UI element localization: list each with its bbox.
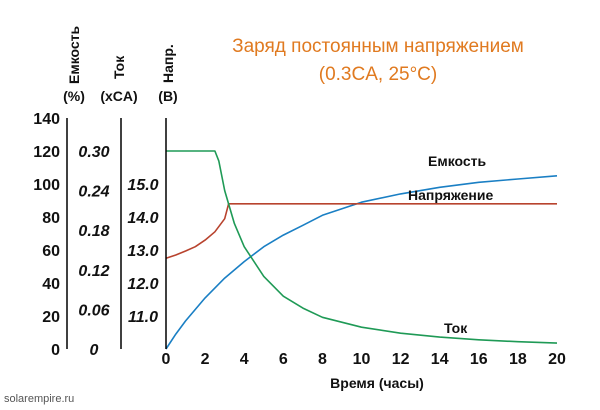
label-capacity: Емкость: [428, 153, 487, 169]
axis-capacity-name: Емкость: [66, 25, 82, 84]
current-tick-label: 0.18: [78, 223, 109, 240]
x-tick-label: 0: [162, 351, 171, 368]
x-tick-label: 10: [353, 351, 371, 368]
x-tick-label: 4: [240, 351, 249, 368]
x-tick-label: 14: [431, 351, 449, 368]
capacity-tick-label: 100: [33, 177, 60, 194]
current-line: [166, 150, 558, 344]
axis-voltage-unit: (В): [158, 88, 177, 104]
capacity-tick-label: 60: [42, 243, 60, 260]
source-credit: solarempire.ru: [4, 393, 74, 405]
chart-title: Заряд постоянным напряжением: [232, 36, 524, 57]
capacity-tick-label: 140: [33, 111, 60, 128]
voltage-tick-label: 11.0: [128, 309, 158, 326]
x-tick-label: 2: [201, 351, 210, 368]
current-ticks: 0 0.06 0.12 0.18 0.24 0.30: [78, 144, 109, 359]
axis-capacity-unit: (%): [63, 88, 85, 104]
voltage-line: [165, 203, 557, 260]
x-tick-label: 6: [279, 351, 288, 368]
x-tick-label: 16: [470, 351, 488, 368]
axis-voltage-name: Напр.: [160, 44, 176, 83]
x-tick-label: 18: [509, 351, 527, 368]
x-tick-label: 20: [548, 351, 566, 368]
capacity-tick-label: 120: [33, 144, 60, 161]
capacity-line: [165, 175, 558, 350]
chart-subtitle: (0.3CA, 25°C): [319, 64, 437, 85]
x-ticks: 0 2 4 6 8 10 12 14 16 18 20: [162, 351, 566, 368]
capacity-tick-label: 40: [42, 276, 60, 293]
label-current: Ток: [444, 320, 468, 336]
voltage-tick-label: 13.0: [127, 243, 158, 260]
x-tick-label: 12: [392, 351, 410, 368]
voltage-tick-label: 15.0: [127, 177, 158, 194]
capacity-tick-label: 0: [51, 342, 60, 359]
series-lines: [165, 150, 558, 350]
axis-titles: Емкость (%) Ток (xCA) Напр. (В): [63, 25, 178, 104]
current-tick-label: 0.12: [78, 263, 109, 280]
voltage-tick-label: 12.0: [127, 276, 158, 293]
label-voltage: Напряжение: [408, 187, 493, 203]
capacity-ticks: 0 20 40 60 80 100 120 140: [33, 111, 60, 359]
axis-current-unit: (xCA): [100, 88, 137, 104]
current-tick-label: 0.24: [78, 184, 109, 201]
voltage-tick-label: 14.0: [127, 210, 158, 227]
voltage-ticks: 11.0 12.0 13.0 14.0 15.0: [127, 177, 158, 326]
current-tick-label: 0: [90, 342, 99, 359]
current-tick-label: 0.30: [78, 144, 109, 161]
capacity-tick-label: 20: [42, 309, 60, 326]
current-tick-label: 0.06: [78, 302, 109, 319]
x-tick-label: 8: [318, 351, 327, 368]
axis-current-name: Ток: [111, 55, 127, 79]
x-axis-label: Время (часы): [330, 375, 424, 391]
capacity-tick-label: 80: [42, 210, 60, 227]
